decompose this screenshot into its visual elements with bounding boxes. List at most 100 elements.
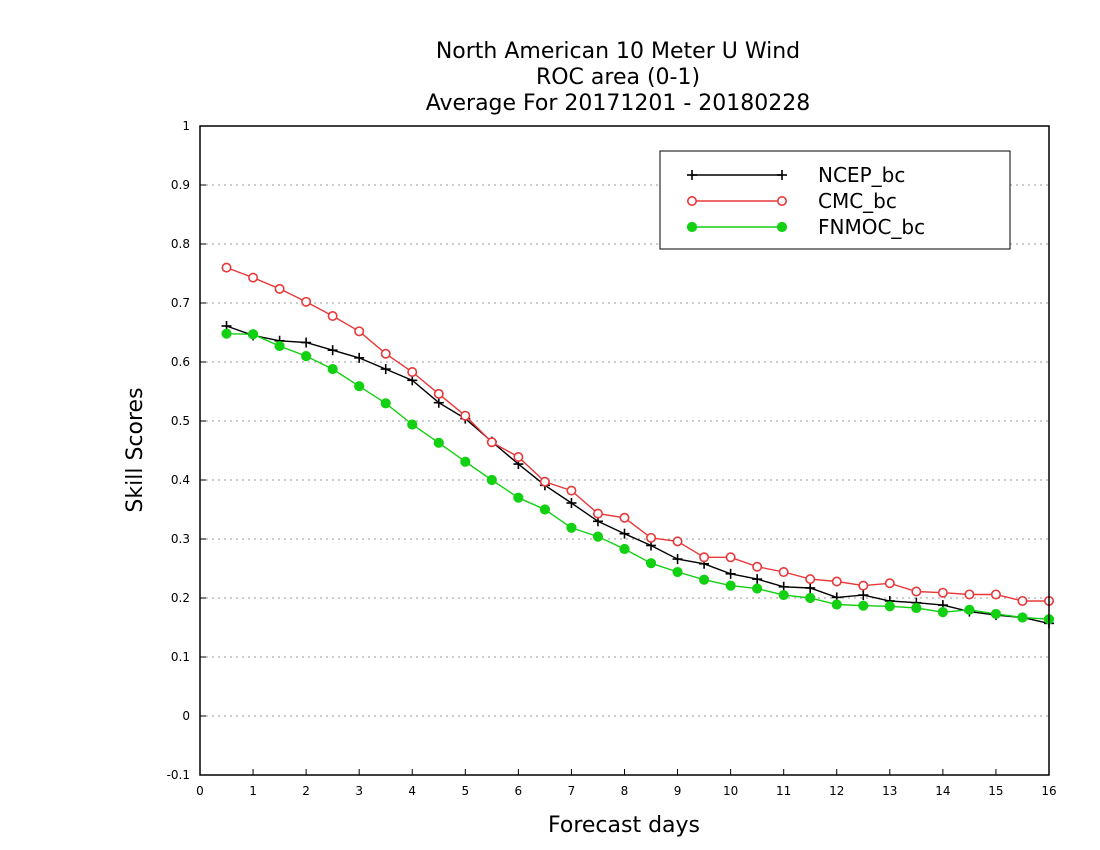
fnmoc-bc-point xyxy=(380,398,391,409)
ncep-bc-point xyxy=(725,568,736,579)
cmc-bc-point xyxy=(778,567,789,578)
fnmoc-bc-point xyxy=(513,492,524,503)
fnmoc-bc-point xyxy=(460,456,471,467)
ncep-bc-point xyxy=(566,498,577,509)
fnmoc-bc-point xyxy=(778,589,789,601)
x-tick-label: 6 xyxy=(515,784,523,798)
y-tick-label: 0.2 xyxy=(171,591,190,605)
fnmoc-bc-point xyxy=(619,543,630,555)
legend-label: FNMOC_bc xyxy=(818,215,925,239)
fnmoc-bc-point xyxy=(805,592,816,604)
x-tick-label: 8 xyxy=(621,784,629,798)
title-line-1: North American 10 Meter U Wind xyxy=(436,39,800,64)
fnmoc-bc-point xyxy=(725,580,736,591)
cmc-bc-point xyxy=(380,348,391,359)
x-tick-label: 4 xyxy=(408,784,416,798)
cmc-bc-point xyxy=(539,476,550,487)
fnmoc-bc-point xyxy=(858,600,869,611)
fnmoc-bc-point xyxy=(592,531,604,542)
legend-item-cmc-bc: CMC_bc xyxy=(686,189,897,213)
x-tick-label: 11 xyxy=(776,784,791,798)
cmc-bc-point xyxy=(725,552,736,563)
cmc-bc-point xyxy=(619,512,630,523)
grid xyxy=(200,184,1049,717)
ncep-bc-point xyxy=(354,352,365,363)
x-tick-label: 2 xyxy=(302,784,310,798)
legend-label: NCEP_bc xyxy=(818,163,905,187)
x-tick-label: 14 xyxy=(935,784,950,798)
cmc-bc-point xyxy=(486,437,497,448)
series-line-ncep-bc xyxy=(226,325,1050,625)
legend-ncep-bc-point xyxy=(687,170,697,180)
ncep-bc-point xyxy=(752,574,763,585)
series-line-cmc-bc xyxy=(226,266,1049,602)
legend-cmc-bc-point xyxy=(686,196,697,207)
cmc-bc-point xyxy=(327,310,338,321)
ncep-bc-point xyxy=(672,554,683,565)
x-tick-label: 3 xyxy=(355,784,363,798)
fnmoc-bc-point xyxy=(247,329,259,340)
cmc-bc-point xyxy=(990,589,1001,600)
y-tick-label: 0.9 xyxy=(171,178,190,192)
plot-frame xyxy=(199,125,1050,776)
y-tick-label: 0.6 xyxy=(171,355,190,369)
x-tick-label: 1 xyxy=(249,784,257,798)
x-tick-label: 7 xyxy=(568,784,576,798)
x-tick-label: 0 xyxy=(196,784,204,798)
cmc-bc-point xyxy=(592,508,603,519)
cmc-bc-point xyxy=(407,367,418,378)
cmc-bc-point xyxy=(937,587,948,598)
cmc-bc-point xyxy=(433,388,444,399)
cmc-bc-point xyxy=(460,410,471,421)
ncep-bc-point xyxy=(433,397,444,408)
ncep-bc-point xyxy=(380,364,391,375)
x-axis-label: Forecast days xyxy=(548,813,700,838)
x-tick-label: 13 xyxy=(882,784,897,798)
fnmoc-bc-point xyxy=(433,437,444,448)
y-tick-label: -0.1 xyxy=(167,768,190,782)
fnmoc-bc-point xyxy=(221,328,232,339)
fnmoc-bc-point xyxy=(645,558,657,569)
y-tick-label: 0.1 xyxy=(171,650,190,664)
y-tick-label: 0.5 xyxy=(171,414,190,428)
fnmoc-bc-point xyxy=(354,381,365,392)
series-fnmoc-bc xyxy=(221,328,1055,625)
fnmoc-bc-point xyxy=(274,340,285,352)
fnmoc-bc-point xyxy=(1017,612,1028,623)
title-line-2: ROC area (0-1) xyxy=(536,65,700,90)
cmc-bc-point xyxy=(301,296,312,307)
y-tick-label: 0 xyxy=(182,709,190,723)
cmc-bc-point xyxy=(911,586,922,597)
ncep-bc-point xyxy=(805,582,816,593)
cmc-bc-point xyxy=(646,532,657,543)
y-axis-label: Skill Scores xyxy=(123,387,148,512)
cmc-bc-point xyxy=(513,451,524,462)
legend-label: CMC_bc xyxy=(818,189,897,213)
fnmoc-bc-point xyxy=(990,608,1002,620)
fnmoc-bc-point xyxy=(937,607,948,618)
y-tick-label: 0.3 xyxy=(171,532,190,546)
ncep-bc-point xyxy=(619,528,630,539)
chart-title: North American 10 Meter U Wind ROC area … xyxy=(426,39,811,116)
fnmoc-bc-point xyxy=(407,419,418,430)
series-ncep-bc xyxy=(221,321,1054,629)
x-tick-label: 10 xyxy=(723,784,738,798)
legend-cmc-bc-point xyxy=(776,196,787,207)
legend-box xyxy=(659,150,1011,250)
cmc-bc-point xyxy=(248,272,259,283)
fnmoc-bc-point xyxy=(964,604,975,615)
legend-fnmoc-bc-point xyxy=(776,221,788,233)
fnmoc-bc-point xyxy=(539,504,551,515)
x-tick-label: 12 xyxy=(829,784,844,798)
x-tick-label: 5 xyxy=(461,784,469,798)
ncep-bc-point xyxy=(301,337,312,348)
title-line-3: Average For 20171201 - 20180228 xyxy=(426,91,811,116)
ncep-bc-point xyxy=(327,345,338,356)
cmc-bc-point xyxy=(858,580,869,591)
cmc-bc-point xyxy=(964,589,975,600)
cmc-bc-point xyxy=(831,576,842,587)
series-cmc-bc xyxy=(221,262,1055,606)
